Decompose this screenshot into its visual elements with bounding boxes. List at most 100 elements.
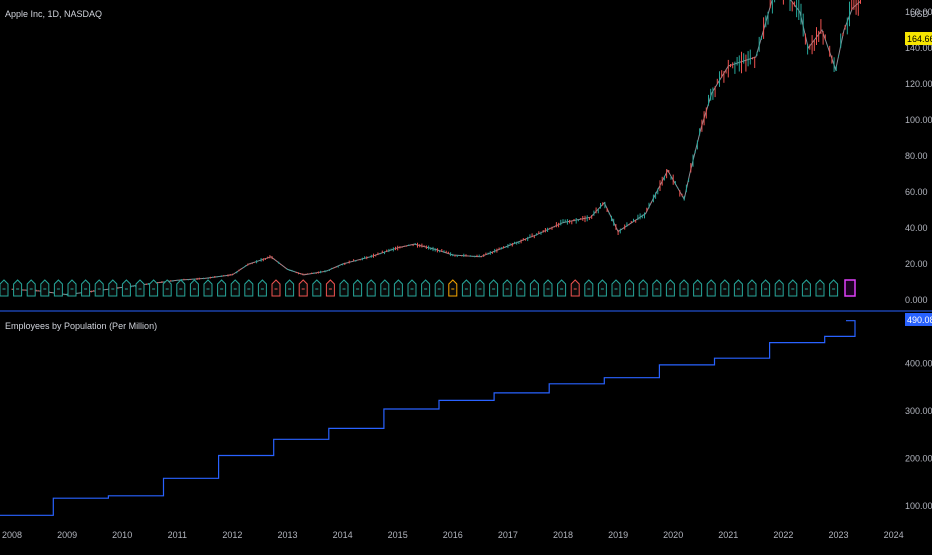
- dividend-marker[interactable]: [94, 279, 104, 297]
- dividend-marker[interactable]: [706, 279, 716, 297]
- dividend-marker[interactable]: [393, 279, 403, 297]
- dividend-marker[interactable]: [475, 279, 485, 297]
- time-axis[interactable]: 2008 2009 2010 2011 2012 2013 2014 2015 2016 2017…: [2, 530, 904, 540]
- dividend-marker[interactable]: [135, 279, 145, 297]
- time-tick-label: 2021: [718, 530, 738, 540]
- price-series-line: [11, 0, 861, 296]
- dividend-marker[interactable]: [407, 279, 417, 297]
- dividend-marker[interactable]: [285, 279, 295, 297]
- dividend-marker[interactable]: [747, 279, 757, 297]
- time-tick-label: 2019: [608, 530, 628, 540]
- dividend-marker[interactable]: [40, 279, 50, 297]
- dividend-marker[interactable]: [353, 279, 363, 297]
- dividend-marker[interactable]: [257, 279, 267, 297]
- last-value-badge: [905, 313, 932, 326]
- indicator-pane[interactable]: Employees by Population (Per Million) 10…: [0, 313, 932, 516]
- dividend-marker[interactable]: [761, 279, 771, 297]
- dividend-marker[interactable]: [366, 279, 376, 297]
- dividend-marker[interactable]: [720, 279, 730, 297]
- dividend-marker[interactable]: [502, 279, 512, 297]
- time-tick-label: 2011: [168, 530, 187, 540]
- dividend-marker[interactable]: [121, 279, 131, 297]
- split-marker[interactable]: [448, 279, 458, 297]
- earnings-marker[interactable]: [298, 279, 308, 297]
- dividend-marker[interactable]: [189, 279, 199, 297]
- dividend-marker[interactable]: [529, 279, 539, 297]
- dividend-marker[interactable]: [149, 279, 159, 297]
- indicator-tick-label: 100.00: [905, 501, 932, 511]
- dividend-marker[interactable]: [421, 279, 431, 297]
- dividend-marker[interactable]: [815, 279, 825, 297]
- latest-earnings-marker[interactable]: [844, 279, 856, 297]
- time-tick-label: 2018: [553, 530, 573, 540]
- time-tick-label: 2016: [443, 530, 463, 540]
- time-tick-label: 2014: [333, 530, 353, 540]
- dividend-marker[interactable]: [693, 279, 703, 297]
- dividend-marker[interactable]: [557, 279, 567, 297]
- time-tick-label: 2009: [57, 530, 77, 540]
- last-price-value: 164.66: [907, 34, 932, 44]
- price-pane[interactable]: Apple Inc, 1D, NASDAQ 0.000 20.00 40.00 60.…: [0, 0, 932, 305]
- indicator-tick-label: 300.00: [905, 406, 932, 416]
- dividend-marker[interactable]: [339, 279, 349, 297]
- dividend-marker[interactable]: [217, 279, 227, 297]
- dividend-marker[interactable]: [26, 279, 36, 297]
- event-markers[interactable]: [0, 279, 856, 297]
- dividend-marker[interactable]: [543, 279, 553, 297]
- time-tick-label: 2015: [388, 530, 408, 540]
- time-tick-label: 2017: [498, 530, 518, 540]
- dividend-marker[interactable]: [774, 279, 784, 297]
- dividend-marker[interactable]: [638, 279, 648, 297]
- dividend-marker[interactable]: [176, 279, 186, 297]
- dividend-marker[interactable]: [788, 279, 798, 297]
- price-tick-label: 80.00: [905, 151, 928, 161]
- dividend-marker[interactable]: [162, 279, 172, 297]
- dividend-marker[interactable]: [312, 279, 322, 297]
- dividend-marker[interactable]: [597, 279, 607, 297]
- time-tick-label: 2010: [112, 530, 132, 540]
- dividend-marker[interactable]: [0, 279, 9, 297]
- time-tick-label: 2008: [2, 530, 22, 540]
- earnings-marker[interactable]: [325, 279, 335, 297]
- dividend-marker[interactable]: [461, 279, 471, 297]
- dividend-marker[interactable]: [516, 279, 526, 297]
- dividend-marker[interactable]: [801, 279, 811, 297]
- price-tick-label: 120.00: [905, 79, 932, 89]
- last-price-badge: [905, 32, 932, 45]
- price-tick-label: 100.00: [905, 115, 932, 125]
- earnings-marker[interactable]: [570, 279, 580, 297]
- dividend-marker[interactable]: [611, 279, 621, 297]
- dividend-marker[interactable]: [81, 279, 91, 297]
- dividend-marker[interactable]: [53, 279, 63, 297]
- dividend-marker[interactable]: [434, 279, 444, 297]
- symbol-title: Apple Inc, 1D, NASDAQ: [5, 9, 102, 19]
- dividend-marker[interactable]: [584, 279, 594, 297]
- price-tick-label: 0.000: [905, 295, 928, 305]
- dividend-marker[interactable]: [652, 279, 662, 297]
- time-tick-label: 2020: [663, 530, 683, 540]
- dividend-marker[interactable]: [13, 279, 23, 297]
- dividend-marker[interactable]: [829, 279, 839, 297]
- dividend-marker[interactable]: [733, 279, 743, 297]
- dividend-marker[interactable]: [380, 279, 390, 297]
- currency-label: USD: [910, 9, 930, 19]
- dividend-marker[interactable]: [665, 279, 675, 297]
- dividend-marker[interactable]: [625, 279, 635, 297]
- dividend-marker[interactable]: [67, 279, 77, 297]
- dividend-marker[interactable]: [679, 279, 689, 297]
- dividend-marker[interactable]: [230, 279, 240, 297]
- dividend-marker[interactable]: [203, 279, 213, 297]
- dividend-marker[interactable]: [489, 279, 499, 297]
- earnings-marker[interactable]: [271, 279, 281, 297]
- indicator-tick-label: 400.00: [905, 358, 932, 368]
- dividend-marker[interactable]: [108, 279, 118, 297]
- dividend-marker[interactable]: [244, 279, 254, 297]
- candles: [11, 0, 861, 296]
- time-tick-label: 2013: [277, 530, 297, 540]
- indicator-axis: 100.00 200.00 300.00 400.00: [905, 358, 932, 510]
- time-tick-label: 2024: [884, 530, 904, 540]
- price-tick-label: 60.00: [905, 187, 928, 197]
